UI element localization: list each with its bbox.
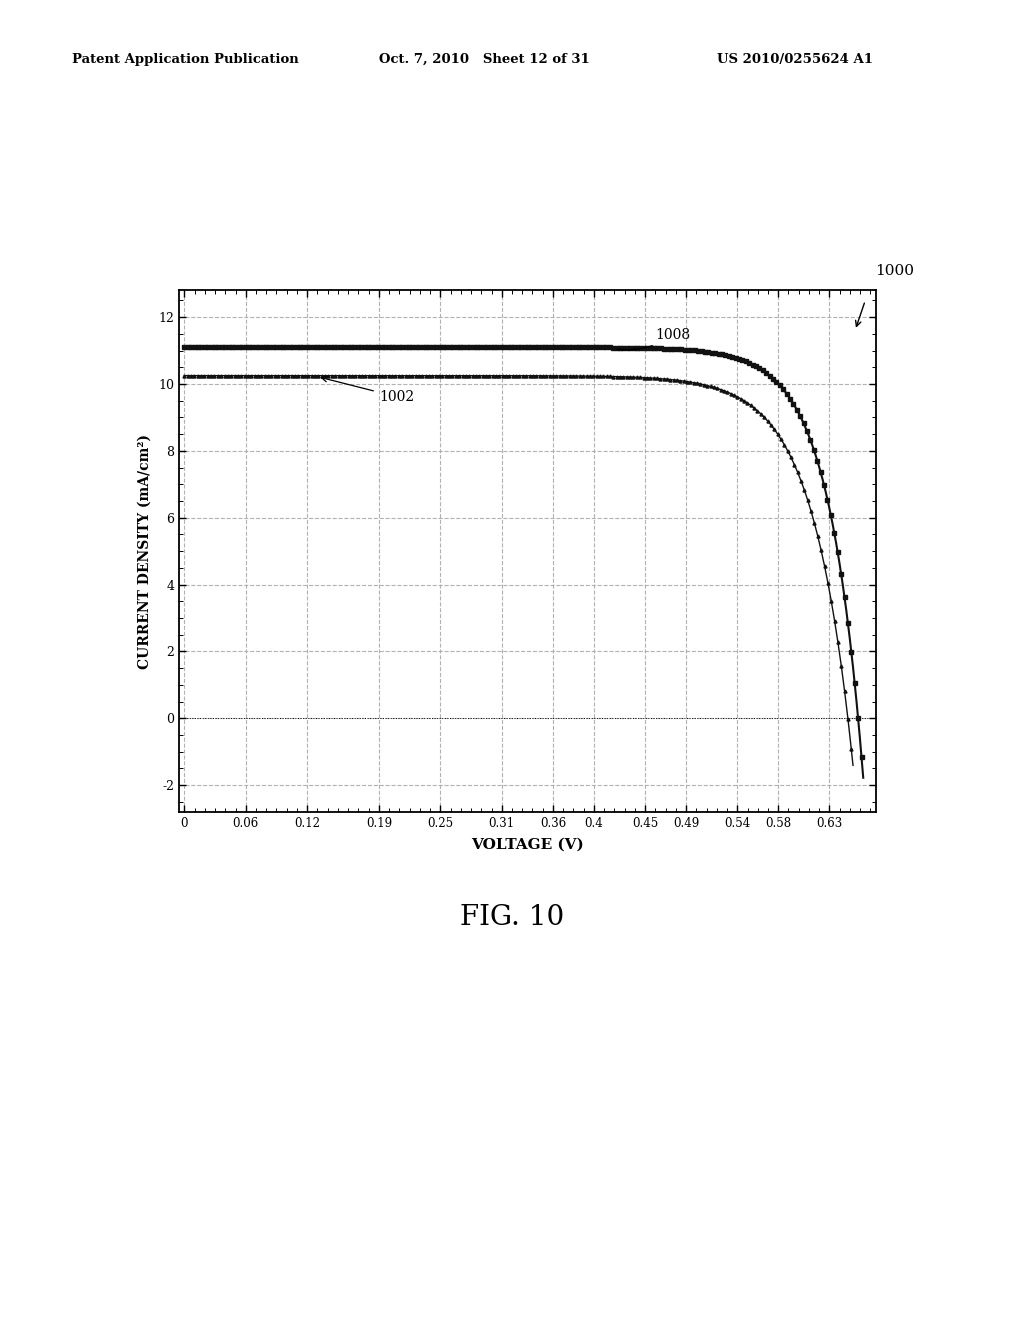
Y-axis label: CURRENT DENSITY (mA/cm²): CURRENT DENSITY (mA/cm²) bbox=[137, 433, 152, 669]
Text: Patent Application Publication: Patent Application Publication bbox=[72, 53, 298, 66]
Text: Oct. 7, 2010   Sheet 12 of 31: Oct. 7, 2010 Sheet 12 of 31 bbox=[379, 53, 590, 66]
Text: FIG. 10: FIG. 10 bbox=[460, 904, 564, 931]
Text: US 2010/0255624 A1: US 2010/0255624 A1 bbox=[717, 53, 872, 66]
Text: 1008: 1008 bbox=[617, 327, 690, 350]
Text: 1002: 1002 bbox=[322, 376, 414, 404]
X-axis label: VOLTAGE (V): VOLTAGE (V) bbox=[471, 838, 584, 851]
Text: 1000: 1000 bbox=[876, 264, 914, 279]
